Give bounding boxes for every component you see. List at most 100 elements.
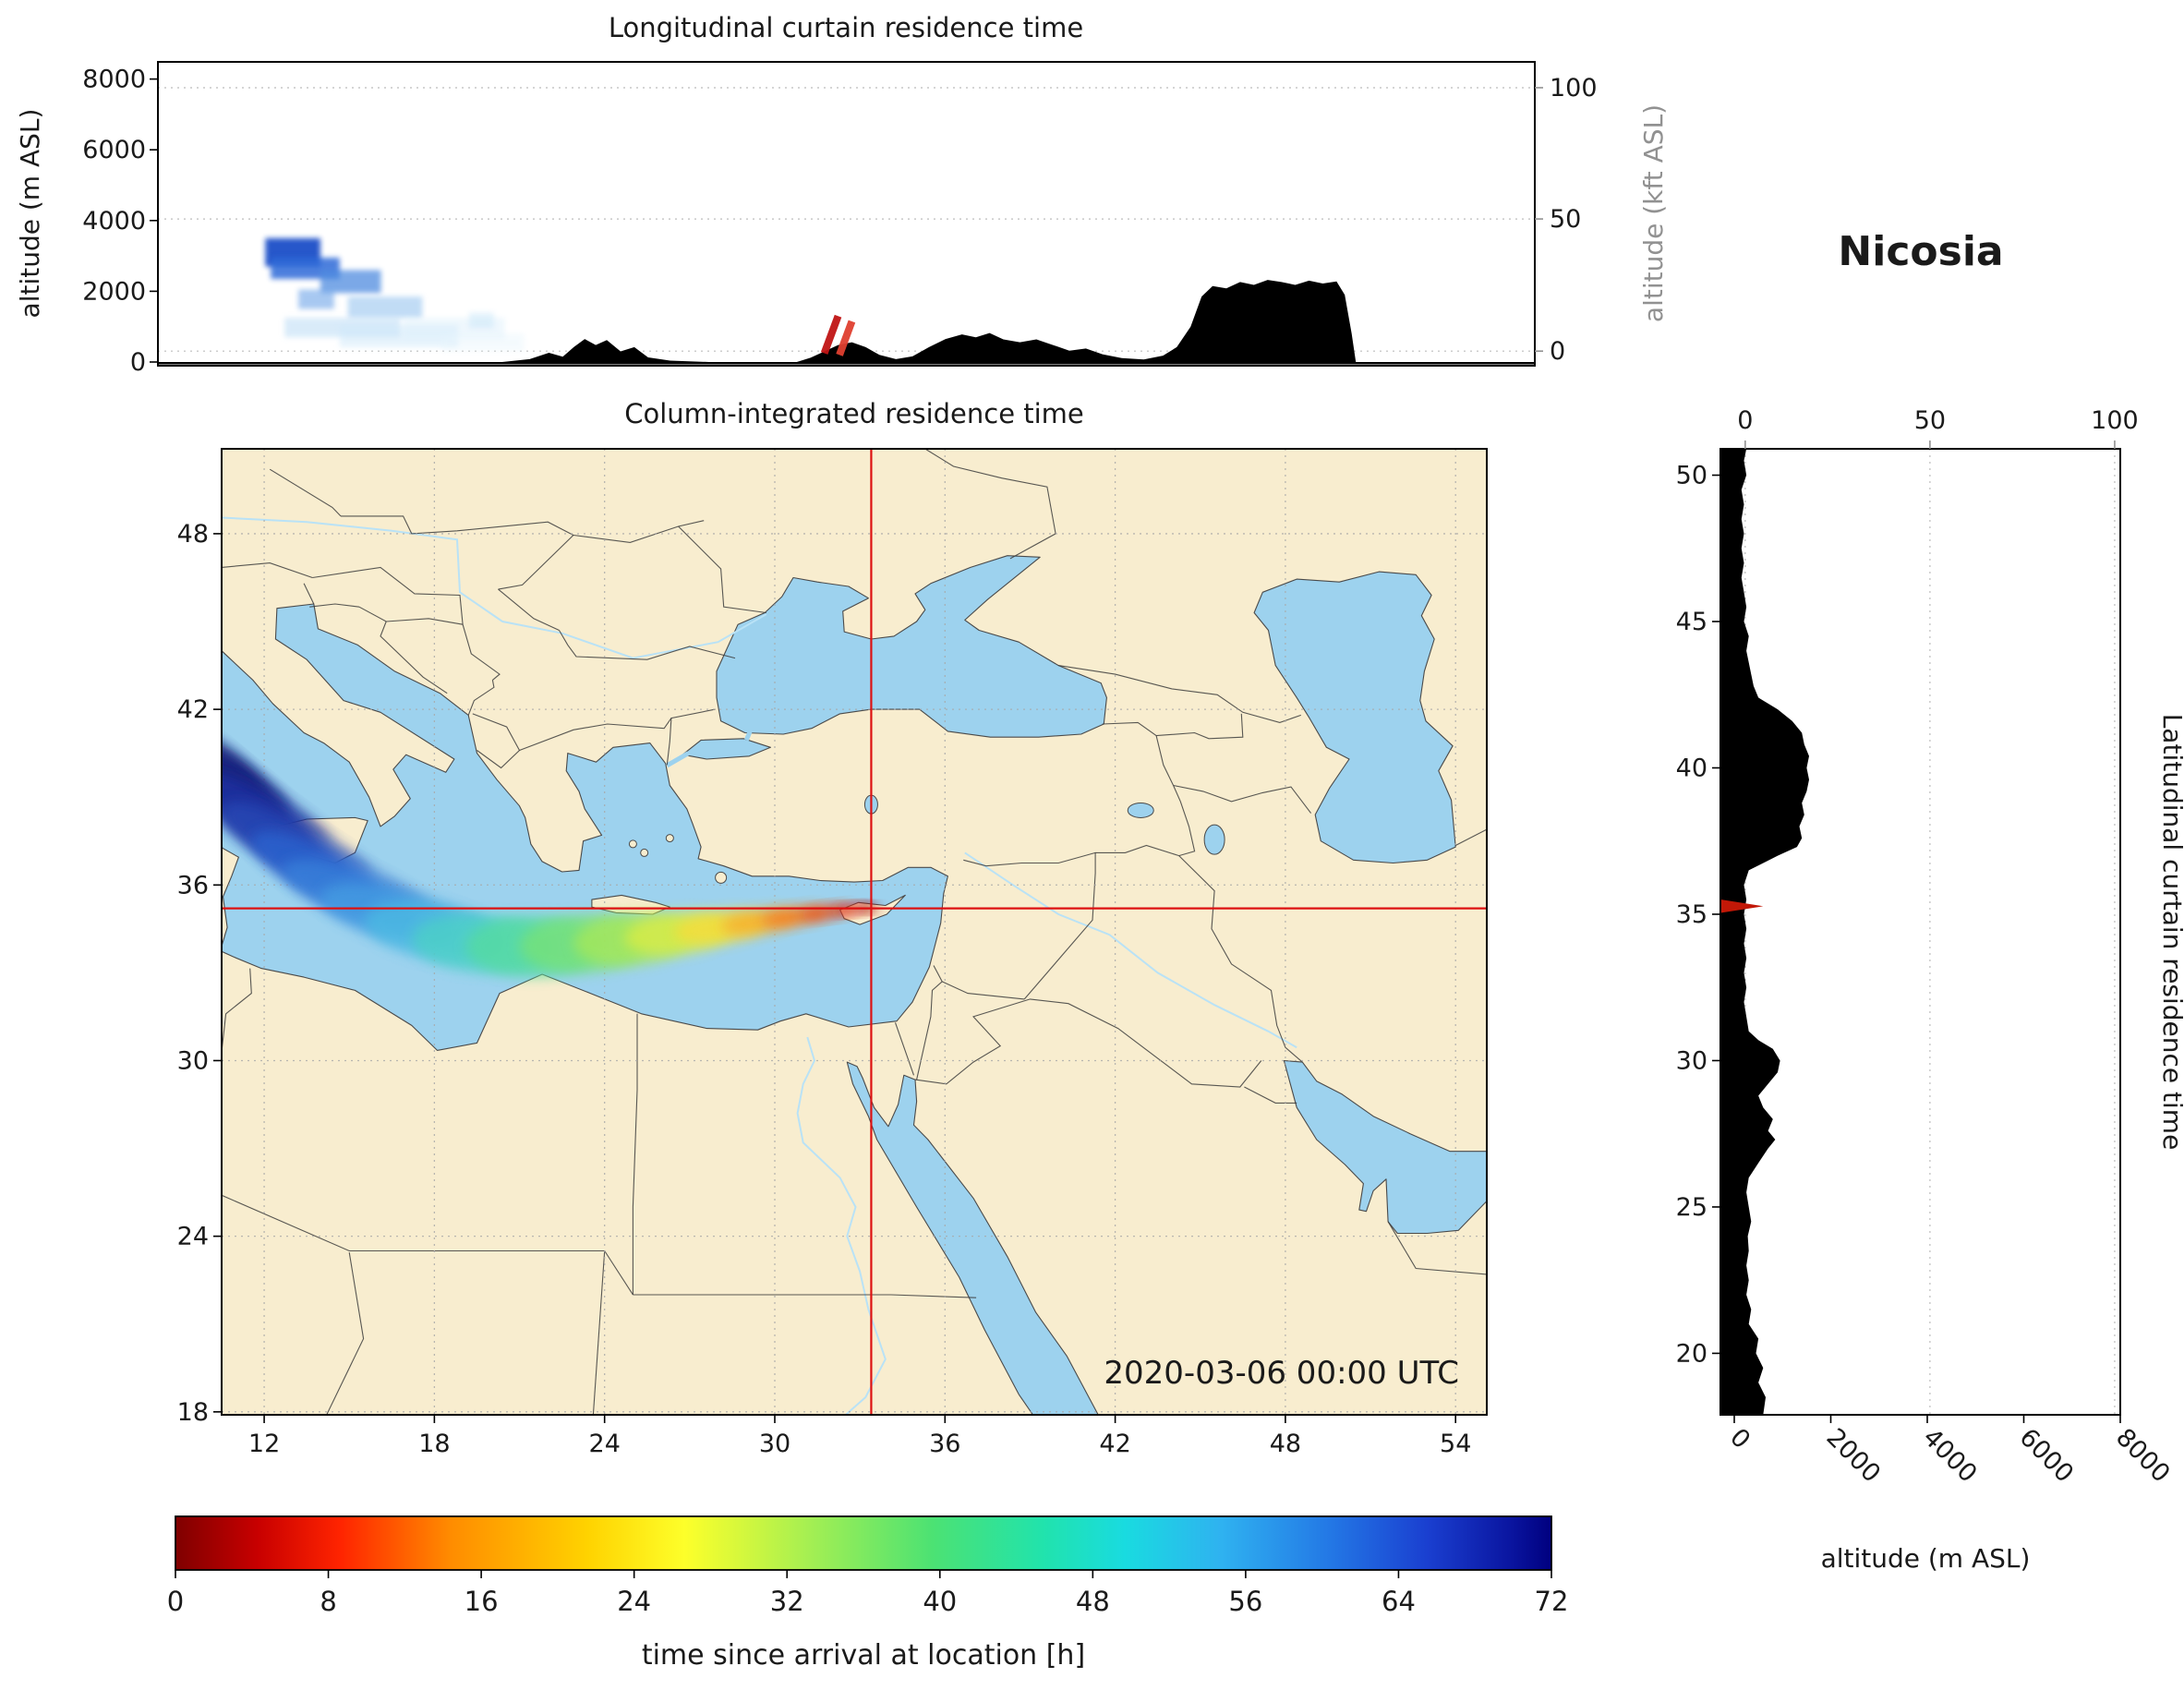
country-border bbox=[914, 998, 1262, 1088]
terrain-profile bbox=[1721, 449, 1809, 1415]
colorbar-tick-label: 40 bbox=[923, 1586, 957, 1617]
y-tick-label: 4000 bbox=[82, 207, 146, 235]
country-border bbox=[358, 606, 464, 625]
country-border bbox=[222, 968, 252, 1053]
country-border bbox=[498, 535, 574, 590]
x-tick-label: 54 bbox=[1440, 1430, 1471, 1458]
terrain-profile bbox=[158, 280, 1535, 365]
colorbar-label: time since arrival at location [h] bbox=[642, 1639, 1085, 1672]
river bbox=[796, 1036, 887, 1415]
country-border bbox=[1058, 665, 1301, 723]
country-border bbox=[498, 588, 560, 631]
country-border bbox=[632, 1013, 638, 1295]
alt-tick-label: 0 bbox=[1724, 1423, 1756, 1455]
longitudinal-curtain-panel: 0 2000 4000 6000 8000 0 50 100 bbox=[82, 61, 1598, 377]
alt-tick-label: 4000 bbox=[1917, 1423, 1983, 1489]
strait bbox=[743, 729, 754, 742]
colorbar-tick-label: 16 bbox=[465, 1586, 499, 1617]
island bbox=[640, 848, 649, 857]
latitudinal-curtain-panel: 20 25 30 35 40 45 50 0 2000 4000 6000 8000 0 50 100 bbox=[1676, 406, 2176, 1489]
country-border bbox=[963, 785, 1196, 867]
right-tick-label: 0 bbox=[1550, 337, 1565, 366]
strait bbox=[666, 751, 690, 768]
country-border bbox=[1155, 735, 1175, 786]
island bbox=[628, 839, 637, 849]
country-border bbox=[222, 1194, 633, 1296]
plume-layer bbox=[222, 733, 878, 978]
map-panel: 12 18 24 30 36 42 48 54 18 24 30 36 42 48 bbox=[177, 448, 1488, 1458]
lake bbox=[1203, 824, 1225, 855]
alt-tick-label: 6000 bbox=[2014, 1423, 2080, 1489]
colorbar-tick-label: 0 bbox=[167, 1586, 184, 1617]
y-tick-label: 48 bbox=[177, 520, 209, 549]
residence-patch bbox=[320, 270, 381, 294]
x-tick-label: 48 bbox=[1270, 1430, 1301, 1458]
top-tick-label: 0 bbox=[1737, 406, 1753, 435]
x-tick-label: 30 bbox=[759, 1430, 790, 1458]
river bbox=[222, 516, 767, 659]
sea-polygon bbox=[716, 555, 1107, 738]
alt-tick-label: 2000 bbox=[1821, 1423, 1887, 1489]
residence-patch bbox=[468, 312, 494, 329]
y-tick-label: 8000 bbox=[82, 66, 146, 94]
country-border bbox=[1454, 828, 1487, 846]
colorbar-tick-label: 64 bbox=[1382, 1586, 1416, 1617]
residence-patch bbox=[441, 333, 525, 352]
island bbox=[715, 871, 728, 884]
top-tick-label: 50 bbox=[1914, 406, 1946, 435]
country-border bbox=[1173, 784, 1312, 814]
map-frame bbox=[221, 448, 1488, 1416]
station-title: Nicosia bbox=[1838, 228, 2003, 275]
country-border bbox=[1387, 1221, 1487, 1275]
island bbox=[665, 834, 674, 843]
country-border bbox=[894, 1022, 915, 1076]
country-border bbox=[678, 525, 766, 614]
right-tick-label: 100 bbox=[1550, 74, 1598, 103]
country-border bbox=[924, 449, 1056, 560]
lake bbox=[1127, 802, 1154, 818]
residence-patch bbox=[298, 289, 334, 309]
x-tick-label: 12 bbox=[248, 1430, 280, 1458]
country-border bbox=[222, 562, 313, 579]
x-tick-label: 36 bbox=[929, 1430, 960, 1458]
right-tick-label: 50 bbox=[1550, 205, 1581, 234]
colorbar-tick-label: 72 bbox=[1535, 1586, 1569, 1617]
country-border bbox=[269, 468, 342, 517]
residence-patch bbox=[347, 296, 423, 319]
map-title: Column-integrated residence time bbox=[624, 398, 1084, 429]
top-tick-label: 100 bbox=[2091, 406, 2139, 435]
colorbar-tick-label: 8 bbox=[320, 1586, 336, 1617]
colorbar-gradient bbox=[175, 1515, 1552, 1571]
top-panel-title: Longitudinal curtain residence time bbox=[609, 12, 1083, 43]
top-panel-ylabel: altitude (m ASL) bbox=[15, 109, 45, 319]
colorbar-tick-label: 32 bbox=[770, 1586, 804, 1617]
x-tick-label: 24 bbox=[589, 1430, 621, 1458]
country-border bbox=[309, 603, 360, 608]
country-border bbox=[633, 1294, 977, 1298]
country-border bbox=[573, 520, 705, 543]
country-border bbox=[462, 624, 501, 681]
right-panel-title: Latitudinal curtain residence time bbox=[2157, 714, 2184, 1151]
country-border bbox=[467, 680, 495, 716]
river bbox=[964, 851, 1297, 1049]
country-border bbox=[1244, 1086, 1297, 1104]
colorbar-tick-label: 56 bbox=[1228, 1586, 1262, 1617]
country-border bbox=[341, 515, 574, 536]
alt-tick-label: 8000 bbox=[2110, 1423, 2176, 1489]
country-border bbox=[519, 708, 716, 752]
x-tick-label: 18 bbox=[418, 1430, 450, 1458]
country-border bbox=[592, 1250, 606, 1415]
y-tick-label: 2000 bbox=[82, 277, 146, 306]
map-timestamp: 2020-03-06 00:00 UTC bbox=[1104, 1355, 1459, 1392]
y-tick-label: 30 bbox=[177, 1046, 209, 1075]
lat-tick-label: 50 bbox=[1676, 462, 1707, 490]
y-tick-label: 42 bbox=[177, 695, 209, 724]
y-tick-label: 24 bbox=[177, 1223, 209, 1251]
lat-tick-label: 20 bbox=[1676, 1339, 1707, 1368]
country-border bbox=[941, 981, 1025, 1000]
lat-tick-label: 45 bbox=[1676, 608, 1707, 636]
x-tick-label: 42 bbox=[1099, 1430, 1130, 1458]
colorbar: 0 8 16 24 32 40 48 56 64 72 bbox=[167, 1515, 1569, 1617]
arrival-mark bbox=[1721, 899, 1764, 913]
